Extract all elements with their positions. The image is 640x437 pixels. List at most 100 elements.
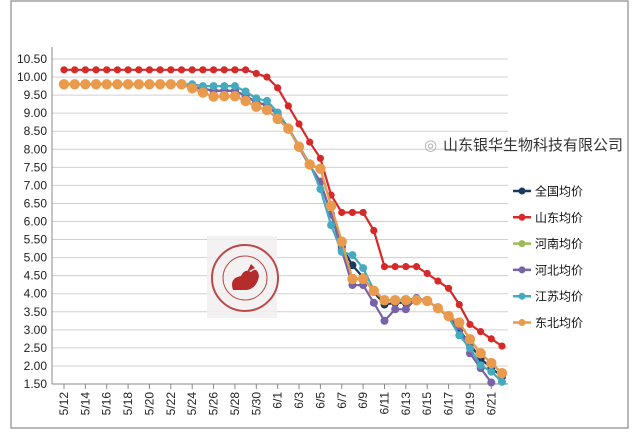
legend-marker: [518, 292, 526, 300]
data-point: [58, 79, 70, 90]
data-point: [454, 317, 465, 328]
data-point: [103, 66, 111, 74]
data-point: [274, 84, 282, 92]
data-point: [199, 66, 207, 74]
data-point: [423, 269, 431, 278]
x-tick-label: 6/17: [442, 392, 456, 416]
data-point: [80, 79, 91, 90]
x-tick-label: 6/1: [271, 392, 285, 409]
data-point: [263, 73, 271, 81]
y-axis-ticks: 10.50 10.00 9.50 9.00 8.50 8.00 7.50 7.00 6.50 6.…: [17, 52, 47, 391]
stamp-watermark: [207, 236, 279, 318]
data-point: [90, 79, 102, 90]
data-point: [60, 66, 68, 74]
y-tick-label: 5.50: [24, 233, 48, 247]
gridlines: [51, 47, 508, 385]
data-point: [230, 82, 239, 91]
data-point: [133, 79, 144, 90]
data-point: [325, 200, 337, 212]
data-point: [368, 285, 380, 297]
company-watermark-text: 山东银华生物科技有限公司: [443, 136, 623, 154]
x-tick-label: 5/14: [78, 392, 92, 416]
data-point: [262, 96, 271, 105]
data-point: [391, 263, 399, 271]
y-tick-label: 9.00: [24, 106, 48, 120]
data-point: [370, 226, 378, 235]
data-point: [477, 328, 485, 336]
x-tick-label: 6/11: [377, 392, 391, 415]
y-tick-label: 3.00: [24, 323, 48, 337]
x-tick-label: 5/28: [228, 392, 242, 416]
data-point: [295, 120, 303, 128]
data-point: [124, 66, 132, 74]
data-point: [251, 101, 262, 112]
x-tick-label: 5/26: [207, 392, 221, 416]
data-point: [359, 208, 367, 217]
x-tick-label: 6/9: [356, 392, 370, 409]
data-point: [327, 221, 336, 230]
data-point: [261, 104, 273, 116]
data-point: [240, 95, 251, 107]
series-1: [60, 66, 506, 350]
data-point: [444, 284, 453, 292]
data-point: [241, 87, 250, 96]
x-tick-label: 5/24: [185, 392, 199, 416]
data-point: [380, 316, 389, 325]
data-point: [229, 90, 241, 102]
data-point: [122, 79, 134, 90]
x-tick-label: 6/19: [463, 392, 477, 416]
legend-marker: [518, 240, 526, 248]
data-point: [434, 277, 442, 285]
data-point: [188, 66, 196, 74]
data-point: [208, 91, 219, 102]
data-point: [496, 367, 508, 379]
data-point: [402, 263, 410, 271]
data-point: [348, 251, 357, 260]
data-point: [411, 295, 422, 306]
x-tick-label: 5/12: [57, 392, 71, 416]
data-point: [401, 305, 410, 314]
data-point: [145, 66, 154, 74]
legend-label: 东北均价: [535, 316, 583, 330]
data-point: [283, 123, 294, 134]
data-point: [92, 66, 100, 74]
data-point: [112, 79, 123, 90]
data-point: [219, 90, 230, 102]
data-point: [380, 263, 389, 271]
x-tick-label: 6/21: [484, 392, 498, 416]
data-point: [71, 66, 79, 74]
data-point: [338, 208, 346, 217]
y-tick-label: 7.00: [24, 178, 48, 192]
data-point: [231, 66, 239, 74]
x-tick-label: 6/15: [420, 392, 434, 416]
data-point: [486, 357, 497, 369]
data-point: [369, 298, 378, 307]
data-point: [101, 79, 112, 90]
x-axis-ticks: 5/12 5/14 5/16 5/18 5/20 5/22 5/24 5/26 5/28 5/30…: [57, 384, 498, 415]
data-point: [176, 79, 187, 90]
data-point: [315, 163, 326, 174]
y-tick-label: 2.00: [24, 359, 48, 373]
y-tick-label: 5.00: [24, 251, 48, 265]
data-point: [498, 377, 506, 386]
data-point: [293, 141, 305, 152]
x-tick-label: 5/30: [249, 392, 263, 416]
data-point: [357, 273, 369, 285]
data-point: [389, 295, 401, 306]
x-tick-label: 6/7: [335, 392, 349, 409]
data-point: [400, 295, 412, 306]
data-point: [347, 273, 358, 285]
data-point: [348, 261, 357, 270]
data-point: [167, 66, 175, 74]
data-point: [113, 66, 122, 74]
data-point: [464, 334, 476, 345]
data-point: [443, 310, 454, 322]
company-watermark: ◎ 山东银华生物科技有限公司: [424, 136, 623, 154]
legend-label: 河北均价: [535, 263, 583, 277]
data-point: [422, 295, 433, 307]
y-tick-label: 4.00: [24, 287, 48, 301]
y-tick-label: 8.00: [24, 142, 48, 156]
data-point: [391, 305, 400, 314]
